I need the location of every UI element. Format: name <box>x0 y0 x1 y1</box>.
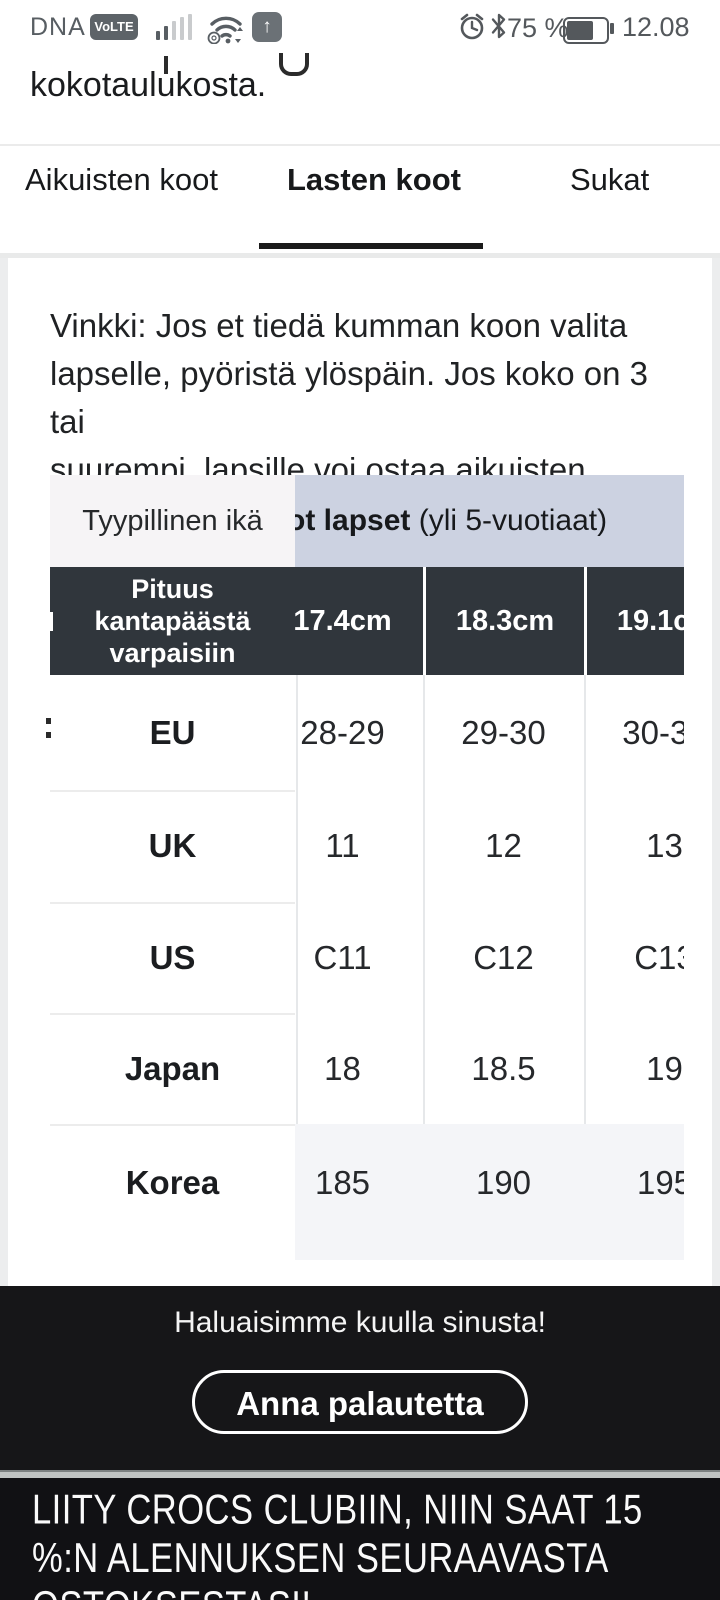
signal-strength-icon <box>156 14 198 40</box>
table-cell: 18 <box>324 1050 361 1087</box>
volte-badge: VoLTE <box>90 14 138 40</box>
divider <box>0 1470 720 1478</box>
tab-socks[interactable]: Sukat <box>570 162 650 197</box>
corner-header-cell: Tyypillinen ikä <box>50 475 295 567</box>
give-feedback-button[interactable]: Anna palautetta <box>192 1370 528 1434</box>
size-table-scroll-area[interactable]: Isot lapset (yli 5-vuotiaat) 17.4cm 18.3… <box>50 475 684 1260</box>
paragraph-end-text: kokotaulukosta. <box>30 66 267 104</box>
active-tab-underline <box>259 243 483 249</box>
table-cell: 18.5 <box>471 1050 536 1087</box>
row-label: US <box>50 902 295 1013</box>
tab-kids-sizes[interactable]: Lasten koot <box>287 162 461 197</box>
row-divider <box>50 1124 295 1126</box>
divider <box>584 675 586 1260</box>
column-header-length: 18.3cm <box>426 567 584 675</box>
divider <box>0 253 720 258</box>
table-cell: 185 <box>314 1164 371 1201</box>
row-divider <box>50 902 295 904</box>
upload-arrow-icon: ↑ <box>252 12 282 42</box>
battery-percent-label: 75 % <box>507 13 569 43</box>
row-label: EU <box>50 675 295 790</box>
size-chart-card: Vinkki: Jos et tiedä kumman koon valita … <box>8 258 712 1286</box>
battery-nub <box>610 23 614 34</box>
row-divider <box>50 1013 295 1015</box>
table-cell: 190 <box>475 1164 532 1201</box>
column-header-length: 19.1cm <box>587 567 684 675</box>
measure-header-cell: Pituus kantapäästä varpaisiin <box>50 567 295 675</box>
wifi-icon <box>206 12 246 49</box>
row-background <box>263 1124 684 1260</box>
carrier-label: DNA <box>30 13 86 41</box>
status-bar: DNA VoLTE ↑ <box>0 0 720 54</box>
divider <box>0 144 720 146</box>
divider <box>423 675 425 1260</box>
clipped-cell-fragment <box>48 612 53 631</box>
table-cell: 28-29 <box>300 714 385 751</box>
divider <box>296 675 298 1260</box>
table-cell: C11 <box>313 939 372 976</box>
alarm-clock-icon <box>458 13 486 46</box>
clipped-cell-fragment <box>46 718 51 740</box>
group-header-cell: Isot lapset (yli 5-vuotiaat) <box>262 475 684 567</box>
table-cell: 30-31 <box>622 714 684 751</box>
measure-header-label: Pituus kantapäästä varpaisiin <box>94 574 251 668</box>
feedback-heading: Haluaisimme kuulla sinusta! <box>174 1306 546 1339</box>
clock-label: 12.08 <box>622 12 690 42</box>
table-cell: 19 <box>646 1050 683 1087</box>
table-cell: 195 <box>636 1164 684 1201</box>
promo-banner-section: LIITY CROCS CLUBIIN, NIIN SAAT 15 %:N AL… <box>0 1478 720 1600</box>
feedback-section: Haluaisimme kuulla sinusta! Anna palaute… <box>0 1286 720 1470</box>
table-cell: 29-30 <box>461 714 546 751</box>
row-label: Japan <box>50 1013 295 1124</box>
crocs-club-banner-text: LIITY CROCS CLUBIIN, NIIN SAAT 15 %:N AL… <box>32 1487 643 1600</box>
table-cell: C12 <box>473 939 534 976</box>
table-cell: 12 <box>485 827 522 864</box>
clipped-text-fragment <box>164 56 168 74</box>
table-cell: C13 <box>634 939 684 976</box>
tab-adult-sizes[interactable]: Aikuisten koot <box>25 162 218 197</box>
table-cell: 11 <box>325 827 360 864</box>
row-label: Korea <box>50 1124 295 1260</box>
battery-icon <box>563 17 609 44</box>
table-cell: 13 <box>646 827 683 864</box>
clipped-text-fragment <box>279 53 309 76</box>
group-header-label: Isot lapset (yli 5-vuotiaat) <box>262 504 608 537</box>
bluetooth-icon <box>489 11 509 46</box>
row-divider <box>50 790 295 792</box>
row-label: UK <box>50 790 295 902</box>
